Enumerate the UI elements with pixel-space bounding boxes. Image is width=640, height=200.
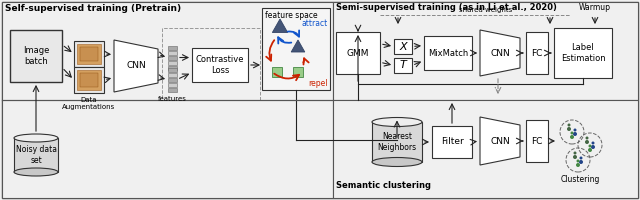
FancyBboxPatch shape	[554, 28, 612, 78]
Circle shape	[576, 163, 580, 167]
Text: GMM: GMM	[347, 48, 369, 58]
Text: repel: repel	[308, 78, 328, 88]
Bar	[14, 138, 58, 172]
Bar	[168, 88, 177, 92]
Text: Τ: Τ	[399, 60, 406, 71]
Text: Self-supervised training (Pretrain): Self-supervised training (Pretrain)	[5, 4, 181, 13]
Ellipse shape	[372, 158, 422, 166]
FancyBboxPatch shape	[424, 36, 472, 70]
Text: attract: attract	[301, 20, 328, 28]
Bar	[168, 66, 177, 70]
FancyBboxPatch shape	[394, 39, 412, 54]
Bar	[80, 73, 98, 87]
Text: Warmup: Warmup	[579, 3, 611, 12]
Circle shape	[568, 123, 570, 127]
FancyBboxPatch shape	[333, 100, 638, 198]
Text: MixMatch: MixMatch	[428, 48, 468, 58]
FancyBboxPatch shape	[333, 2, 638, 100]
Text: Clustering: Clustering	[560, 176, 600, 184]
Bar	[168, 68, 177, 72]
FancyBboxPatch shape	[526, 32, 548, 74]
FancyBboxPatch shape	[432, 126, 472, 158]
Circle shape	[588, 148, 592, 152]
Text: Image
batch: Image batch	[23, 46, 49, 66]
Bar	[168, 77, 177, 82]
FancyBboxPatch shape	[336, 32, 380, 74]
Circle shape	[586, 136, 589, 140]
Circle shape	[573, 155, 577, 159]
Text: Noisy data
set: Noisy data set	[15, 145, 56, 165]
Circle shape	[579, 160, 583, 164]
FancyBboxPatch shape	[74, 67, 104, 93]
Text: CNN: CNN	[126, 62, 146, 71]
FancyBboxPatch shape	[262, 8, 330, 90]
Ellipse shape	[372, 117, 422, 127]
FancyBboxPatch shape	[74, 41, 104, 67]
Polygon shape	[273, 19, 287, 32]
Text: FC: FC	[531, 48, 543, 58]
Bar	[372, 122, 422, 162]
Text: Semi-supervised training (as in Li et al., 2020): Semi-supervised training (as in Li et al…	[336, 3, 557, 12]
Bar	[168, 46, 177, 50]
FancyBboxPatch shape	[10, 30, 62, 82]
Text: Nearest
Neighbors: Nearest Neighbors	[378, 132, 417, 152]
Circle shape	[577, 160, 579, 162]
Bar	[168, 82, 177, 87]
Bar	[77, 44, 101, 64]
Polygon shape	[480, 30, 520, 76]
Text: Semantic clustering: Semantic clustering	[336, 182, 431, 190]
Ellipse shape	[14, 168, 58, 176]
Polygon shape	[480, 117, 520, 165]
Bar	[168, 55, 177, 60]
Bar	[168, 72, 177, 77]
Circle shape	[570, 135, 574, 139]
Text: feature space: feature space	[265, 11, 317, 20]
Circle shape	[589, 144, 591, 148]
FancyBboxPatch shape	[192, 48, 248, 82]
Circle shape	[567, 127, 571, 131]
Circle shape	[585, 140, 589, 144]
FancyBboxPatch shape	[394, 58, 412, 73]
Circle shape	[591, 145, 595, 149]
Polygon shape	[291, 40, 305, 52]
Circle shape	[591, 142, 595, 144]
Bar	[168, 50, 177, 55]
Text: CNN: CNN	[490, 48, 510, 58]
Circle shape	[570, 132, 573, 134]
Circle shape	[573, 152, 577, 154]
Bar	[77, 70, 101, 90]
Text: FC: FC	[531, 136, 543, 146]
Text: Filter: Filter	[440, 138, 463, 146]
FancyBboxPatch shape	[2, 2, 333, 198]
Bar	[168, 60, 177, 65]
FancyBboxPatch shape	[2, 2, 638, 198]
Ellipse shape	[14, 134, 58, 142]
Bar	[272, 67, 282, 77]
Bar	[293, 67, 303, 77]
Text: Contrastive
Loss: Contrastive Loss	[196, 55, 244, 75]
Circle shape	[573, 132, 577, 136]
Bar	[80, 47, 98, 61]
Text: features: features	[158, 96, 187, 102]
FancyBboxPatch shape	[526, 120, 548, 162]
Circle shape	[579, 156, 582, 160]
Text: Χ: Χ	[399, 42, 407, 51]
Text: shared weights: shared weights	[460, 7, 513, 13]
Text: CNN: CNN	[490, 136, 510, 146]
Circle shape	[573, 129, 577, 132]
Text: Data
Augmentations: Data Augmentations	[62, 97, 116, 110]
Text: Label
Estimation: Label Estimation	[561, 43, 605, 63]
Polygon shape	[114, 40, 158, 92]
